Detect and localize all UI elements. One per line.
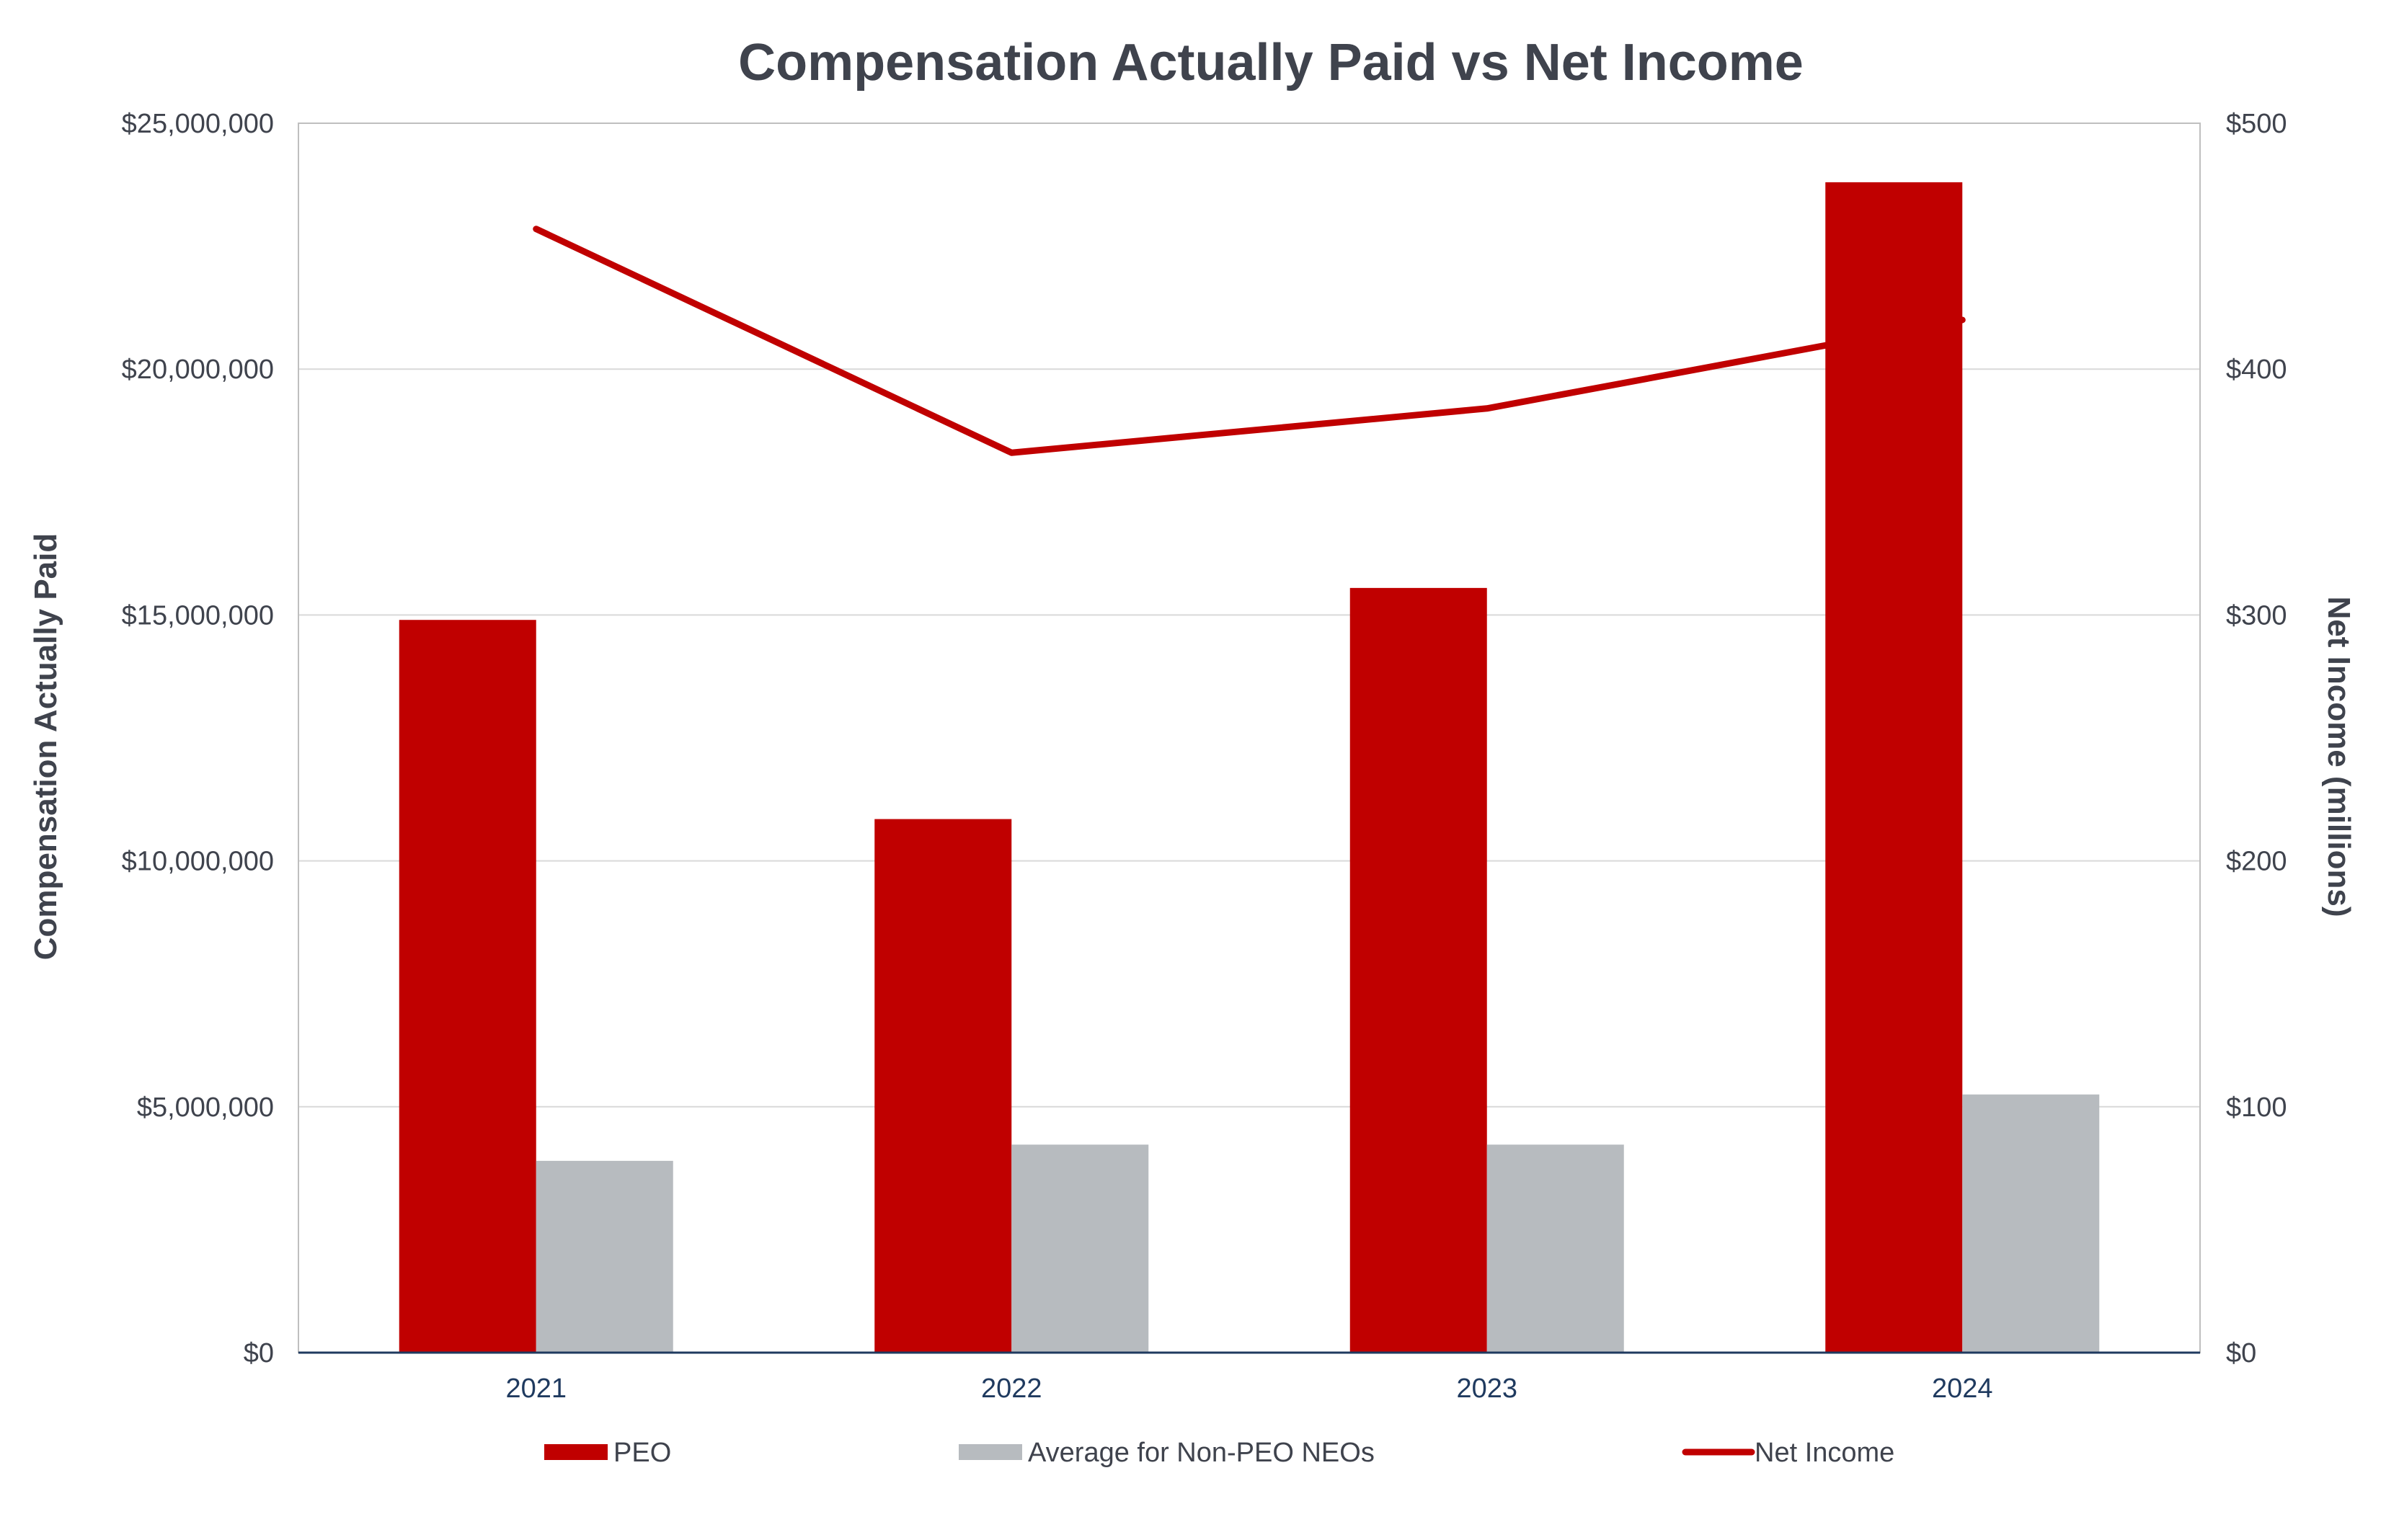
peo-bar (1825, 182, 1963, 1353)
y-tick-label: $5,000,000 (137, 1092, 274, 1123)
non-peo-neo-bar (1962, 1094, 2100, 1353)
legend-item-peo: PEO (544, 1438, 671, 1468)
non-peo-neo-bar (1486, 1144, 1624, 1353)
y2-tick-label: $0 (2226, 1338, 2256, 1368)
y2-tick-label: $300 (2226, 600, 2287, 631)
x-tick-label: 2024 (1932, 1374, 1993, 1404)
y-tick-label: $10,000,000 (122, 847, 274, 877)
y-tick-label: $20,000,000 (122, 355, 274, 385)
peo-bar (874, 819, 1012, 1353)
peo-bar (399, 620, 536, 1353)
legend-label: Net Income (1755, 1438, 1894, 1468)
y-tick-label: $25,000,000 (122, 109, 274, 139)
net-income-line-layer (533, 226, 1966, 456)
legend-item-net-income: Net Income (1682, 1438, 1894, 1468)
non-peo-neo-bar (536, 1160, 673, 1353)
x-tick-label: 2022 (981, 1374, 1042, 1404)
legend-label: Average for Non-PEO NEOs (1028, 1438, 1375, 1468)
legend-swatch (959, 1444, 1022, 1460)
peo-bar (1349, 587, 1487, 1353)
bars (399, 182, 2100, 1353)
y-tick-label: $0 (244, 1338, 274, 1368)
non-peo-neo-bar (1011, 1144, 1149, 1353)
y2-axis-title: Net Income (millions) (2321, 597, 2356, 917)
y2-tick-label: $400 (2226, 355, 2287, 385)
y2-tick-label: $200 (2226, 847, 2287, 877)
y-axis-title: Compensation Actually Paid (28, 533, 63, 960)
x-tick-label: 2023 (1456, 1374, 1517, 1404)
legend-swatch (544, 1444, 608, 1460)
x-tick-label: 2021 (505, 1374, 567, 1404)
right-axis-ticks: $0 $100 $200 $300 $400 $500 (2226, 109, 2287, 1368)
legend: PEO Average for Non-PEO NEOs Net Income (544, 1438, 1894, 1468)
left-axis-ticks: $0 $5,000,000 $10,000,000 $15,000,000 $20,00… (122, 109, 274, 1368)
net-income-line (533, 226, 1966, 456)
y2-tick-label: $100 (2226, 1092, 2287, 1123)
legend-label: PEO (613, 1438, 671, 1468)
legend-item-non-peo-neos: Average for Non-PEO NEOs (959, 1438, 1375, 1468)
y2-tick-label: $500 (2226, 109, 2287, 139)
y-tick-label: $15,000,000 (122, 600, 274, 631)
chart-title: Compensation Actually Paid vs Net Income (738, 34, 1804, 92)
x-axis-ticks: 2021 2022 2023 2024 (505, 1374, 1992, 1404)
